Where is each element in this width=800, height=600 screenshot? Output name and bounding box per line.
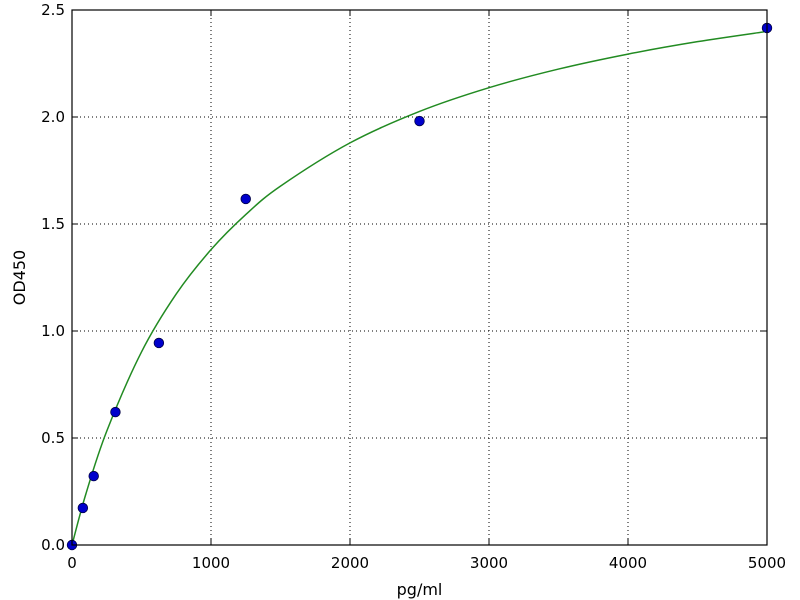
x-tick-label: 4000 — [609, 554, 647, 572]
x-tick-label: 1000 — [192, 554, 230, 572]
data-point — [88, 470, 99, 482]
y-tick-label: 2.0 — [41, 108, 65, 126]
fit-curve-group — [71, 30, 768, 546]
x-tick-label: 2000 — [331, 554, 369, 572]
data-point — [240, 193, 251, 205]
y-tick-label: 1.5 — [41, 215, 65, 233]
x-tick-label: 5000 — [748, 554, 786, 572]
x-tick-label: 3000 — [470, 554, 508, 572]
axis-ticks: 0 1000 2000 3000 4000 5000 0.0 0.5 1.0 1.5 2.0 2.5 — [41, 1, 786, 572]
y-tick-label: 2.5 — [41, 1, 65, 19]
fit-curve-line — [71, 30, 768, 546]
y-tick-label: 0.0 — [41, 536, 65, 554]
data-point — [153, 337, 165, 349]
data-points — [66, 22, 773, 551]
data-point — [110, 406, 121, 418]
x-axis-label: pg/ml — [397, 580, 443, 599]
x-tick-label: 0 — [67, 554, 77, 572]
y-axis-label: OD450 — [10, 250, 29, 305]
data-point — [414, 115, 425, 127]
data-point — [77, 502, 89, 514]
plot-frame — [71, 9, 768, 546]
grid — [72, 10, 767, 545]
y-tick-label: 1.0 — [41, 322, 65, 340]
y-tick-label: 0.5 — [41, 429, 65, 447]
